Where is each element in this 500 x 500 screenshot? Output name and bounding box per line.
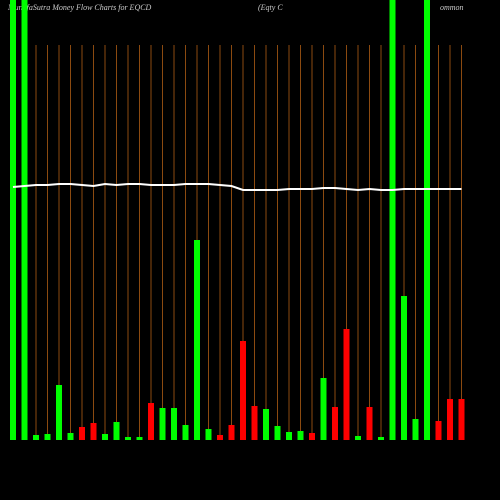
bar (21, 0, 28, 440)
bar (412, 419, 419, 440)
bar (355, 436, 361, 440)
bar (136, 437, 143, 440)
bar (286, 432, 292, 440)
bar (228, 425, 235, 440)
bar (79, 427, 85, 440)
bar (251, 406, 258, 440)
bar (297, 431, 304, 440)
bar (125, 437, 131, 440)
bar (332, 407, 338, 440)
bar (309, 433, 315, 440)
bar (401, 296, 407, 440)
bar (10, 0, 16, 440)
chart-subtitle-tail: ommon (440, 3, 464, 12)
line (12, 182, 462, 192)
bar (148, 403, 154, 440)
bar (274, 426, 281, 440)
bar (44, 434, 51, 440)
bar (194, 240, 200, 440)
bar (343, 329, 350, 440)
bar (113, 422, 120, 440)
bar (182, 425, 189, 440)
bar (389, 0, 396, 440)
bar (447, 399, 453, 440)
bar (378, 437, 384, 440)
bar (67, 433, 74, 440)
bar (102, 434, 108, 440)
bar (320, 378, 327, 440)
bar (159, 408, 166, 440)
bar (263, 409, 269, 440)
bar (56, 385, 62, 440)
bar (424, 0, 430, 440)
chart-title: MunafaSutra Money Flow Charts for EQCD (7, 3, 152, 12)
bar (240, 341, 246, 440)
bar (90, 423, 97, 440)
chart-subtitle: (Eqty C (258, 3, 283, 12)
bar (205, 429, 212, 440)
bar (33, 435, 39, 440)
plot-area (10, 0, 465, 440)
bar (458, 399, 465, 440)
bar (217, 435, 223, 440)
bar (171, 408, 177, 440)
bar (366, 407, 373, 440)
bar (435, 421, 442, 440)
